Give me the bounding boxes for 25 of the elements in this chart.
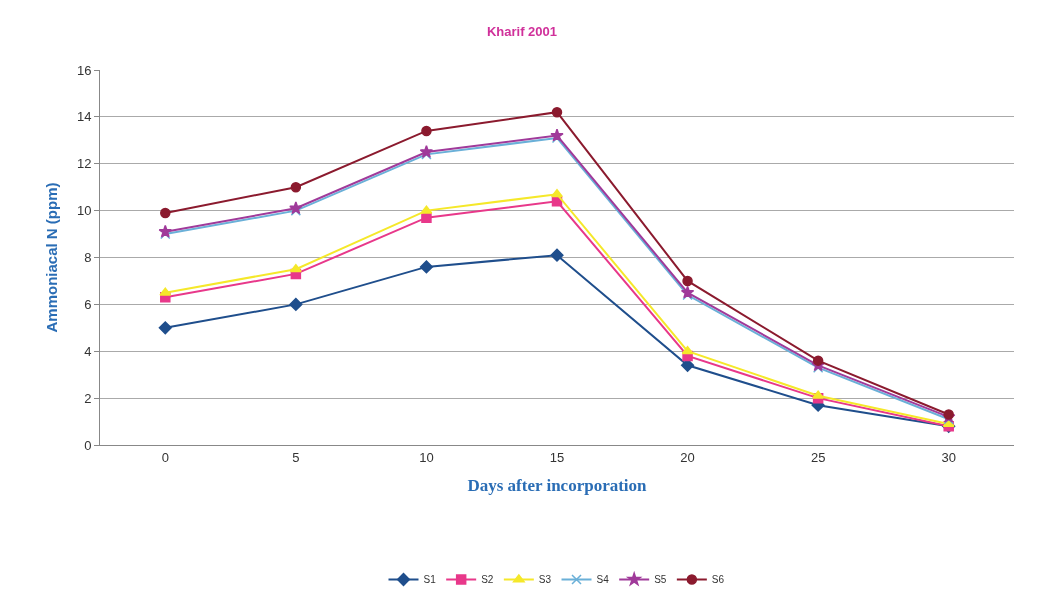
y-tick-label: 2: [84, 390, 92, 406]
x-tick-label: 15: [549, 449, 565, 465]
legend-label: S6: [711, 574, 725, 586]
chart-title: Kharif 2001: [486, 24, 558, 40]
y-tick-label: 12: [76, 156, 92, 172]
x-tick-label: 25: [810, 449, 826, 465]
x-tick-label: 30: [941, 449, 956, 465]
y-tick-label: 16: [76, 62, 92, 78]
legend-label: S1: [423, 574, 437, 586]
legend-label: S5: [654, 574, 667, 586]
y-axis-title: Ammoniacal N (ppm): [43, 182, 61, 333]
x-axis-title: Days after incorporation: [467, 476, 648, 495]
x-tick-label: 10: [419, 449, 434, 465]
x-tick-label: 5: [292, 449, 300, 465]
y-tick-label: 8: [84, 250, 92, 266]
y-tick-label: 6: [84, 296, 92, 312]
y-tick-label: 4: [84, 343, 92, 359]
y-tick-label: 10: [76, 203, 92, 219]
legend-label: S4: [596, 574, 610, 586]
x-tick-label: 20: [680, 449, 695, 465]
legend-label: S2: [481, 574, 494, 586]
y-tick-label: 0: [84, 437, 92, 453]
x-tick-label: 0: [161, 449, 169, 465]
y-tick-label: 14: [76, 109, 92, 125]
legend-label: S3: [538, 574, 552, 586]
